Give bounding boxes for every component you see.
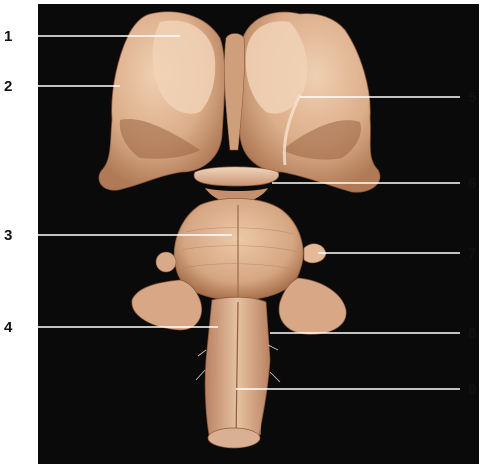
label-5: 5 bbox=[468, 89, 476, 106]
left-medial-surface bbox=[152, 20, 216, 114]
label-3: 3 bbox=[4, 227, 12, 244]
right-cerebellar-lobe bbox=[278, 277, 347, 335]
right-medial-surface bbox=[245, 21, 308, 114]
right-fold-shadow bbox=[282, 120, 361, 160]
spinal-cut-end bbox=[207, 427, 261, 449]
right-nerve-root bbox=[303, 243, 327, 264]
midline-stalk bbox=[224, 33, 245, 151]
optic-chiasm bbox=[193, 166, 280, 187]
label-4: 4 bbox=[4, 319, 13, 336]
label-8: 8 bbox=[468, 325, 476, 342]
right-pyramid bbox=[259, 309, 262, 436]
left-fold-shadow bbox=[119, 119, 200, 159]
optic-tract-band bbox=[282, 94, 302, 166]
left-flocculus bbox=[155, 251, 177, 273]
left-cerebellar-lobe bbox=[131, 279, 202, 331]
anterior-median-fissure bbox=[235, 301, 239, 441]
nerve-rootlets bbox=[195, 344, 281, 383]
label-6: 6 bbox=[468, 175, 476, 192]
label-2: 2 bbox=[4, 78, 12, 95]
label-1: 1 bbox=[4, 28, 12, 45]
label-9: 9 bbox=[468, 381, 476, 398]
left-pyramid bbox=[213, 309, 219, 436]
label-7: 7 bbox=[468, 245, 476, 262]
